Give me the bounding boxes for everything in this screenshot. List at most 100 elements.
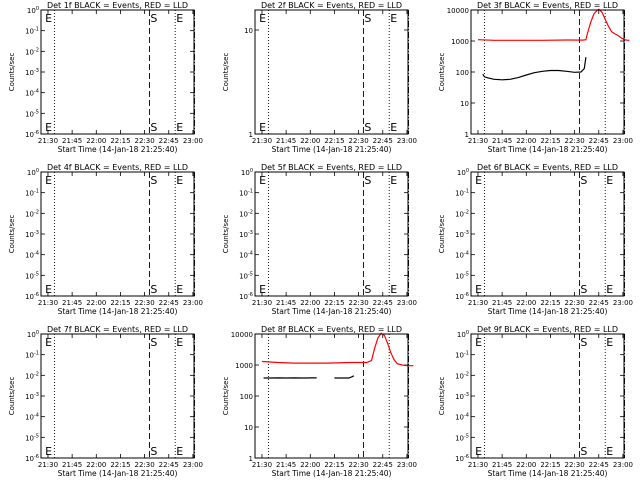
x-tick-label: 21:45 — [62, 137, 82, 145]
y-axis-label: Counts/sec — [438, 53, 446, 92]
x-tick-label: 22:00 — [516, 299, 536, 307]
x-axis-label: Start Time (14-Jan-18 21:25:40) — [272, 469, 392, 478]
y-tick-label: 100 — [240, 393, 253, 401]
x-tick-label: 21:30 — [38, 299, 58, 307]
x-tick-label: 21:30 — [468, 461, 488, 469]
time-marker-label-e: E — [390, 283, 397, 296]
time-marker-label-s: S — [580, 283, 587, 296]
time-marker-label-e: E — [176, 121, 183, 134]
x-tick-label: 21:30 — [252, 137, 272, 145]
x-tick-label: 22:15 — [110, 299, 130, 307]
x-tick-label: 22:15 — [540, 461, 560, 469]
y-tick-label: 10-3 — [455, 230, 469, 239]
time-marker-label-e: E — [176, 336, 183, 349]
y-tick-label: 10000 — [231, 331, 253, 339]
detector-panel-6: Det 6f BLACK = Events, RED = LLDCounts/s… — [438, 163, 633, 316]
y-tick-label: 10-4 — [25, 413, 39, 422]
time-marker-label-e: E — [45, 283, 52, 296]
panel-title: Det 9f BLACK = Events, RED = LLD — [477, 325, 618, 334]
x-tick-label: 22:15 — [110, 461, 130, 469]
time-marker-label-e: E — [606, 336, 613, 349]
x-tick-label: 21:30 — [468, 299, 488, 307]
x-tick-label: 21:45 — [492, 137, 512, 145]
y-tick-label: 10-3 — [239, 230, 253, 239]
x-tick-label: 21:45 — [62, 461, 82, 469]
x-axis-label: Start Time (14-Jan-18 21:25:40) — [488, 307, 608, 316]
time-marker-label-e: E — [475, 174, 482, 187]
x-tick-label: 23:00 — [397, 299, 417, 307]
detector-panel-4: Det 4f BLACK = Events, RED = LLDCounts/s… — [8, 163, 203, 316]
x-tick-label: 21:45 — [492, 299, 512, 307]
y-tick-label: 10-4 — [455, 413, 469, 422]
x-tick-label: 21:30 — [38, 461, 58, 469]
time-marker-label-e: E — [475, 336, 482, 349]
time-marker-label-e: E — [606, 445, 613, 458]
x-axis-label: Start Time (14-Jan-18 21:25:40) — [272, 307, 392, 316]
y-tick-label: 10-1 — [25, 351, 39, 360]
x-tick-label: 22:00 — [516, 461, 536, 469]
time-marker-label-e: E — [259, 174, 266, 187]
time-marker-label-e: E — [475, 283, 482, 296]
x-tick-label: 22:15 — [540, 299, 560, 307]
x-tick-label: 23:00 — [613, 299, 633, 307]
y-tick-label: 10-2 — [25, 371, 39, 380]
series-line-1 — [262, 333, 413, 365]
time-marker-label-e: E — [176, 445, 183, 458]
x-tick-label: 23:00 — [613, 461, 633, 469]
time-marker-label-s: S — [150, 336, 157, 349]
time-marker-label-s: S — [364, 283, 371, 296]
x-tick-label: 23:00 — [183, 461, 203, 469]
detector-panel-1: Det 1f BLACK = Events, RED = LLDCounts/s… — [8, 1, 203, 154]
y-tick-label: 10-3 — [25, 230, 39, 239]
y-axis-label: Counts/sec — [222, 377, 230, 416]
x-tick-label: 23:00 — [183, 137, 203, 145]
y-tick-label: 100 — [27, 168, 39, 177]
y-tick-label: 100 — [27, 330, 39, 339]
series-line-3 — [334, 376, 353, 378]
x-tick-label: 22:45 — [373, 299, 393, 307]
y-tick-label: 100 — [241, 168, 253, 177]
time-marker-label-e: E — [45, 174, 52, 187]
y-tick-label: 10-5 — [25, 271, 39, 280]
time-marker-label-e: E — [45, 336, 52, 349]
time-marker-label-s: S — [150, 121, 157, 134]
plot-frame — [471, 172, 624, 296]
y-tick-label: 10-5 — [25, 109, 39, 118]
time-marker-label-e: E — [390, 174, 397, 187]
y-tick-label: 100 — [457, 330, 469, 339]
y-tick-label: 10-4 — [455, 251, 469, 260]
x-tick-label: 21:45 — [276, 299, 296, 307]
x-tick-label: 22:45 — [589, 299, 609, 307]
x-tick-label: 22:00 — [86, 299, 106, 307]
time-marker-label-e: E — [176, 12, 183, 25]
y-tick-label: 10-1 — [455, 189, 469, 198]
y-tick-label: 10000 — [447, 7, 469, 15]
plot-frame — [41, 172, 194, 296]
y-tick-label: 10-5 — [239, 271, 253, 280]
x-tick-label: 22:30 — [565, 461, 585, 469]
y-tick-label: 10-5 — [25, 433, 39, 442]
time-marker-label-e: E — [390, 121, 397, 134]
x-tick-label: 21:45 — [492, 461, 512, 469]
plot-frame — [41, 334, 194, 458]
y-tick-label: 1000 — [451, 38, 469, 46]
x-tick-label: 22:45 — [589, 137, 609, 145]
panel-title: Det 4f BLACK = Events, RED = LLD — [47, 163, 188, 172]
y-axis-label: Counts/sec — [8, 53, 16, 92]
time-marker-label-e: E — [45, 445, 52, 458]
y-tick-label: 10-1 — [239, 189, 253, 198]
time-marker-label-e: E — [259, 283, 266, 296]
time-marker-label-e: E — [176, 174, 183, 187]
y-tick-label: 10-2 — [25, 47, 39, 56]
detector-panel-7: Det 7f BLACK = Events, RED = LLDCounts/s… — [8, 325, 203, 478]
time-marker-label-e: E — [259, 12, 266, 25]
x-axis-label: Start Time (14-Jan-18 21:25:40) — [488, 145, 608, 154]
y-tick-label: 10-4 — [239, 251, 253, 260]
time-marker-label-s: S — [364, 12, 371, 25]
y-tick-label: 10-3 — [455, 392, 469, 401]
time-marker-label-e: E — [606, 174, 613, 187]
series-line-2 — [483, 57, 586, 80]
x-axis-label: Start Time (14-Jan-18 21:25:40) — [58, 469, 178, 478]
x-tick-label: 22:30 — [135, 137, 155, 145]
x-tick-label: 22:00 — [300, 137, 320, 145]
